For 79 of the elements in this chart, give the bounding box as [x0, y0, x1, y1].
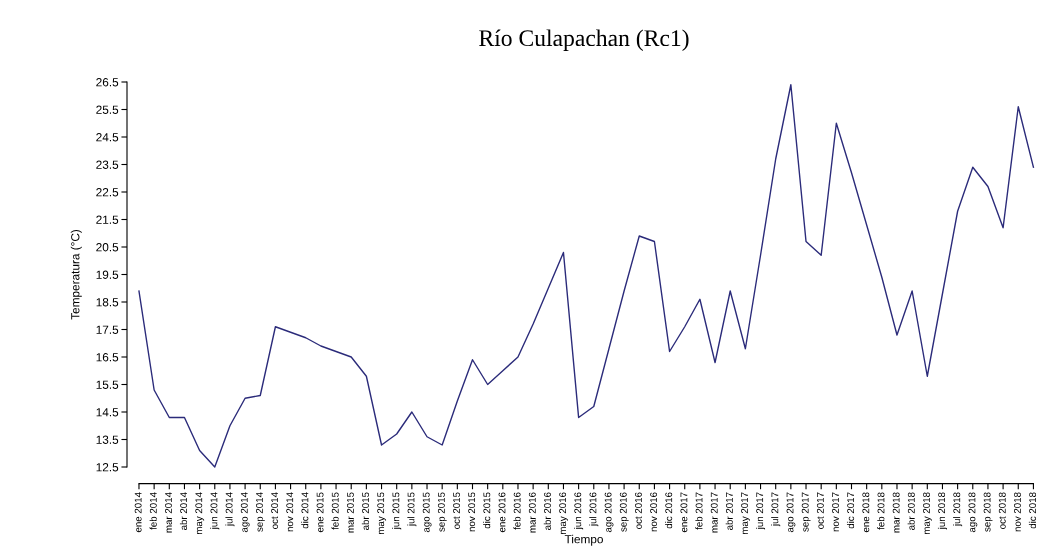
x-tick-label: ene 2016 — [498, 492, 506, 533]
x-tick-label: mar 2014 — [165, 492, 172, 533]
chart-title: Río Culapachan (Rc1) — [479, 29, 689, 51]
y-tick-label: 26.5 — [96, 78, 119, 87]
y-tick-label: 24.5 — [96, 133, 119, 142]
x-tick-label: may 2014 — [195, 492, 205, 535]
x-tick-label: ago 2018 — [968, 492, 978, 533]
x-tick-label: jul 2018 — [953, 492, 963, 527]
x-tick-label: ago 2017 — [786, 492, 796, 533]
y-tick-label: 19.5 — [96, 270, 119, 279]
x-tick-label: abr 2018 — [907, 492, 915, 530]
x-tick-label: dic 2018 — [1028, 492, 1037, 529]
x-tick-label: dic 2016 — [665, 492, 673, 529]
x-tick-label: nov 2014 — [286, 492, 294, 532]
x-tick-label: may 2018 — [923, 492, 932, 535]
y-tick-label: 13.5 — [96, 435, 119, 444]
y-tick-label: 22.5 — [96, 188, 119, 197]
x-tick-label: ene 2018 — [862, 492, 870, 533]
x-tick-label: ago 2016 — [604, 492, 614, 533]
x-tick-label: sep 2017 — [801, 492, 811, 532]
x-tick-label: dic 2014 — [301, 492, 309, 529]
x-tick-label: sep 2016 — [619, 492, 629, 532]
x-tick-label: mar 2018 — [892, 492, 900, 533]
x-tick-label: jul 2014 — [225, 492, 235, 527]
y-tick-label: 17.5 — [96, 325, 119, 334]
x-tick-label: sep 2014 — [255, 492, 265, 532]
x-tick-label: oct 2014 — [271, 492, 279, 529]
x-tick-label: dic 2017 — [846, 492, 855, 529]
y-tick-label: 14.5 — [96, 408, 119, 417]
x-tick-label: dic 2015 — [483, 492, 491, 529]
y-tick-label: 15.5 — [96, 380, 119, 389]
x-tick-label: feb 2018 — [877, 492, 885, 530]
x-tick-label: ene 2015 — [316, 492, 324, 533]
x-tick-label: jul 2015 — [407, 492, 417, 527]
line-series — [138, 84, 1035, 468]
x-tick-label: oct 2016 — [634, 492, 642, 529]
x-tick-label: jun 2017 — [756, 492, 766, 530]
x-tick-label: nov 2018 — [1013, 492, 1021, 532]
y-tick-label: 23.5 — [96, 160, 119, 169]
y-tick-label: 20.5 — [96, 243, 119, 252]
x-tick-label: feb 2015 — [331, 492, 339, 530]
x-tick-label: feb 2014 — [149, 492, 157, 530]
x-tick-label: jun 2016 — [574, 492, 584, 530]
x-tick-label: abr 2014 — [179, 492, 188, 530]
y-tick-label: 21.5 — [96, 215, 119, 224]
x-tick-label: abr 2015 — [361, 492, 369, 530]
x-tick-label: jun 2018 — [937, 492, 947, 530]
x-tick-label: feb 2016 — [513, 492, 521, 530]
x-axis-title: Tiempo — [564, 534, 603, 546]
y-axis-title: Temperatura (°C) — [70, 229, 82, 320]
x-tick-label: jul 2017 — [771, 492, 781, 527]
x-tick-label: mar 2015 — [346, 492, 354, 533]
x-tick-label: oct 2017 — [816, 492, 824, 529]
x-tick-label: feb 2017 — [695, 492, 703, 530]
x-tick-label: nov 2016 — [650, 492, 658, 532]
x-tick-label: ene 2017 — [680, 492, 688, 533]
x-tick-label: oct 2015 — [453, 492, 460, 529]
x-tick-label: jul 2016 — [589, 492, 599, 527]
x-tick-label: may 2017 — [741, 492, 750, 535]
y-tick-label: 25.5 — [96, 105, 119, 114]
x-tick-label: jun 2015 — [392, 492, 402, 530]
y-tick-label: 18.5 — [96, 298, 119, 307]
x-tick-label: sep 2015 — [437, 492, 447, 532]
x-tick-label: oct 2018 — [998, 492, 1006, 529]
y-tick-label: 16.5 — [96, 353, 119, 362]
x-tick-label: mar 2017 — [710, 492, 718, 533]
x-tick-label: jun 2014 — [210, 492, 220, 530]
x-tick-label: nov 2017 — [832, 492, 839, 532]
x-tick-label: may 2016 — [559, 492, 568, 535]
x-tick-label: ago 2014 — [240, 492, 250, 533]
x-tick-label: abr 2016 — [543, 492, 551, 530]
x-tick-label: mar 2016 — [528, 492, 536, 533]
x-tick-label: sep 2018 — [983, 492, 993, 532]
x-tick-label: nov 2015 — [468, 492, 476, 532]
x-tick-label: abr 2017 — [725, 492, 733, 530]
x-tick-label: ago 2015 — [422, 492, 432, 533]
x-tick-label: ene 2014 — [134, 492, 142, 533]
y-tick-label: 12.5 — [96, 463, 119, 472]
x-tick-label: may 2015 — [377, 492, 387, 535]
